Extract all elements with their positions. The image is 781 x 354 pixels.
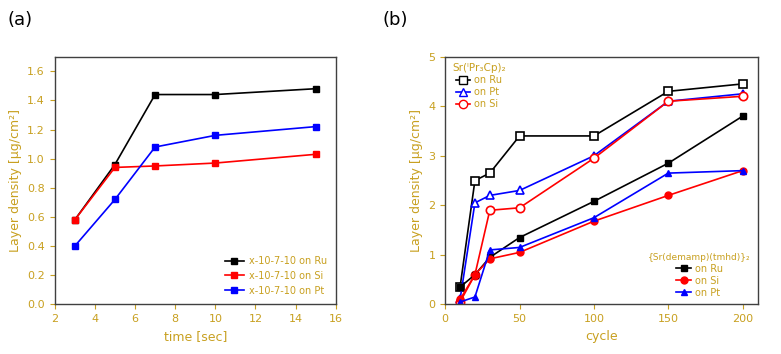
x-10-7-10 on Si bbox=[211, 161, 220, 165]
x-10-7-10 on Si bbox=[70, 218, 80, 222]
Legend: x-10-7-10 on Ru, x-10-7-10 on Si, x-10-7-10 on Pt: x-10-7-10 on Ru, x-10-7-10 on Si, x-10-7… bbox=[221, 252, 331, 299]
Text: (a): (a) bbox=[8, 11, 33, 29]
x-10-7-10 on Ru bbox=[70, 218, 80, 222]
x-10-7-10 on Si bbox=[151, 164, 160, 168]
Line: x-10-7-10 on Pt: x-10-7-10 on Pt bbox=[71, 123, 319, 250]
x-10-7-10 on Ru bbox=[151, 92, 160, 97]
x-10-7-10 on Ru bbox=[110, 162, 119, 167]
X-axis label: time [sec]: time [sec] bbox=[163, 330, 227, 343]
Text: (b): (b) bbox=[383, 11, 408, 29]
x-10-7-10 on Si bbox=[110, 165, 119, 170]
x-10-7-10 on Ru bbox=[211, 92, 220, 97]
Y-axis label: Layer density [μg/cm²]: Layer density [μg/cm²] bbox=[410, 109, 423, 252]
x-10-7-10 on Pt bbox=[70, 244, 80, 248]
Y-axis label: Layer density [μg/cm²]: Layer density [μg/cm²] bbox=[9, 109, 22, 252]
x-10-7-10 on Ru bbox=[311, 87, 320, 91]
x-10-7-10 on Pt bbox=[110, 198, 119, 202]
Legend: on Ru, on Si, on Pt: on Ru, on Si, on Pt bbox=[646, 251, 753, 299]
Line: x-10-7-10 on Ru: x-10-7-10 on Ru bbox=[71, 85, 319, 223]
x-10-7-10 on Pt bbox=[211, 133, 220, 137]
X-axis label: cycle: cycle bbox=[585, 330, 618, 343]
Line: x-10-7-10 on Si: x-10-7-10 on Si bbox=[71, 151, 319, 223]
x-10-7-10 on Pt bbox=[311, 125, 320, 129]
x-10-7-10 on Pt bbox=[151, 145, 160, 149]
x-10-7-10 on Si bbox=[311, 152, 320, 156]
